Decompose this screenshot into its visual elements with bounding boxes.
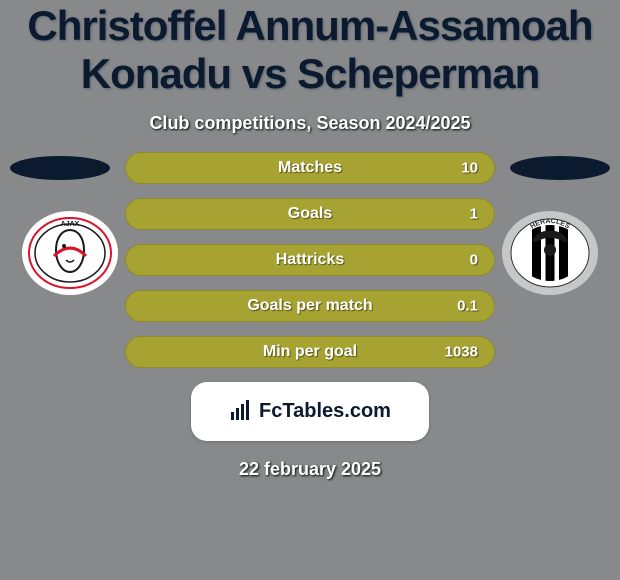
stat-row: Min per goal 1038 — [0, 336, 620, 368]
brand-badge: FcTables.com — [191, 382, 429, 441]
stat-pill: Min per goal 1038 — [125, 336, 495, 368]
stat-label: Goals — [288, 205, 332, 223]
brand-footer: FcTables.com — [0, 382, 620, 441]
stat-pill: Goals 1 — [125, 198, 495, 230]
page-title: Christoffel Annum-Assamoah Konadu vs Sch… — [20, 2, 600, 99]
stat-pill: Goals per match 0.1 — [125, 290, 495, 322]
stat-value-right: 1 — [470, 205, 478, 222]
right-club-crest: HERACLES — [500, 210, 600, 296]
stat-label: Hattricks — [276, 251, 344, 269]
heracles-crest-icon: HERACLES — [500, 210, 600, 296]
ajax-crest-icon: AJAX — [20, 210, 120, 296]
stat-value-right: 0 — [470, 251, 478, 268]
stat-value-right: 10 — [461, 159, 478, 176]
stat-label: Matches — [278, 159, 342, 177]
bar-chart-icon — [229, 400, 251, 422]
stat-label: Min per goal — [263, 343, 357, 361]
left-player-marker — [10, 156, 110, 180]
stats-area: AJAX — [0, 152, 620, 368]
stat-pill: Matches 10 — [125, 152, 495, 184]
subtitle: Club competitions, Season 2024/2025 — [0, 113, 620, 134]
svg-text:AJAX: AJAX — [61, 221, 80, 228]
stat-value-right: 1038 — [445, 343, 478, 360]
stat-value-right: 0.1 — [457, 297, 478, 314]
brand-name: FcTables.com — [259, 400, 391, 423]
title-block: Christoffel Annum-Assamoah Konadu vs Sch… — [0, 0, 620, 107]
right-player-marker — [510, 156, 610, 180]
comparison-infographic: Christoffel Annum-Assamoah Konadu vs Sch… — [0, 0, 620, 580]
stat-label: Goals per match — [247, 297, 372, 315]
stat-pill: Hattricks 0 — [125, 244, 495, 276]
date-label: 22 february 2025 — [0, 459, 620, 480]
left-club-crest: AJAX — [20, 210, 120, 296]
